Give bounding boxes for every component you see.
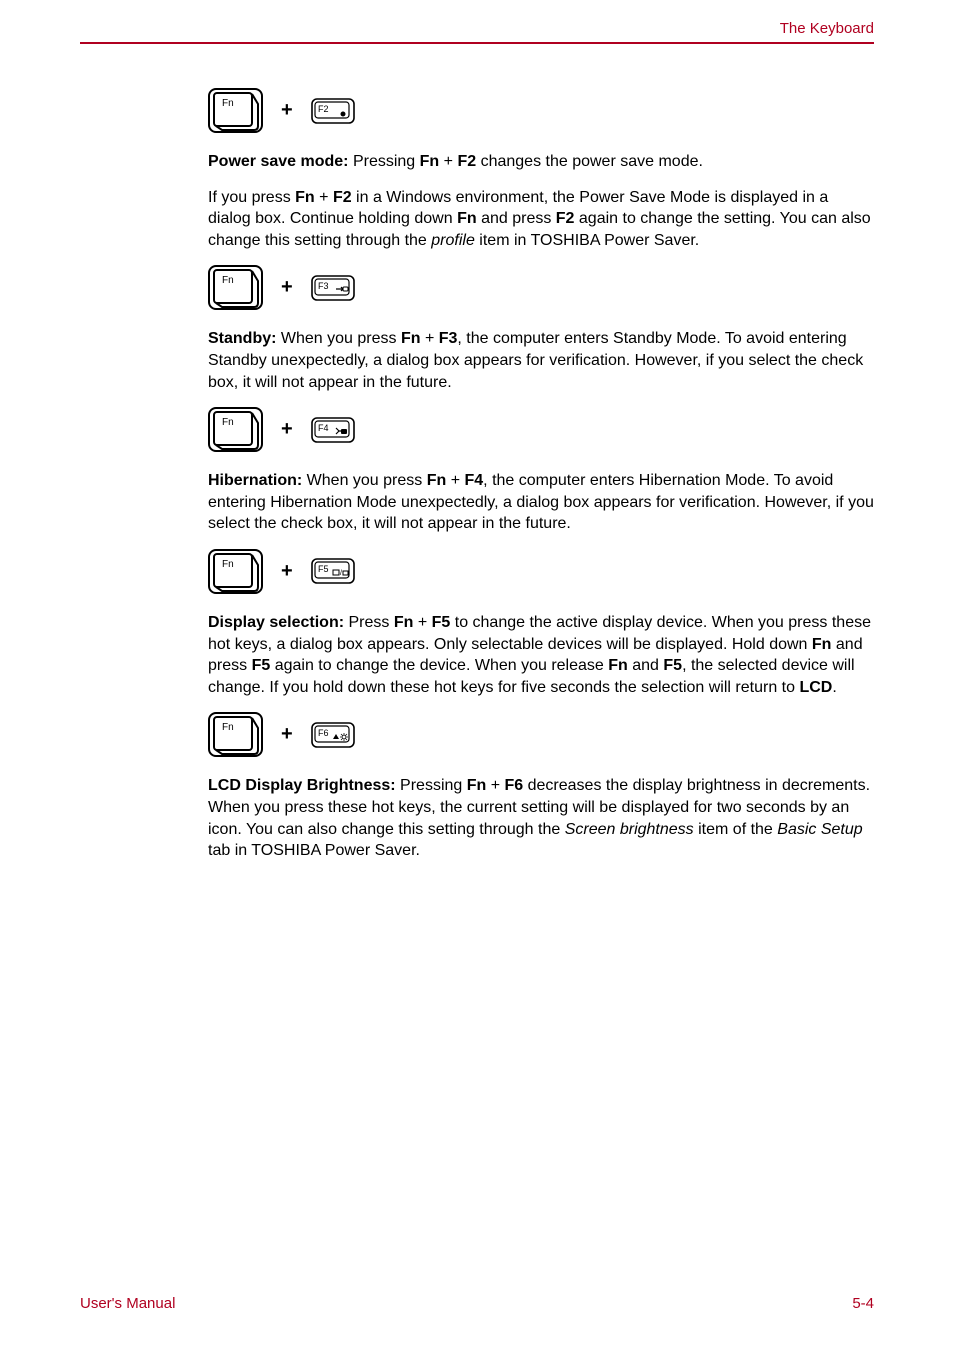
content-area: Fn + F2 Power save mode: Pressing Fn + F…	[208, 80, 874, 876]
plus-icon: +	[281, 276, 293, 299]
fn-key-icon: Fn	[208, 407, 263, 452]
f6-body: LCD Display Brightness: Pressing Fn + F6…	[208, 775, 874, 861]
svg-text:Fn: Fn	[222, 417, 234, 428]
fn-key-icon: Fn	[208, 712, 263, 757]
key-row-f5: Fn + F5 /	[208, 549, 874, 594]
f2-title-line: Power save mode: Pressing Fn + F2 change…	[208, 151, 874, 173]
f5-body: Display selection: Press Fn + F5 to chan…	[208, 612, 874, 698]
plus-icon: +	[281, 560, 293, 583]
svg-text:F5: F5	[318, 564, 329, 574]
plus-icon: +	[281, 723, 293, 746]
fn-key-label: Fn	[222, 98, 234, 109]
header-rule	[80, 42, 874, 44]
footer: User's Manual 5-4	[80, 1294, 874, 1312]
f3-body: Standby: When you press Fn + F3, the com…	[208, 328, 874, 393]
fn-key-icon: Fn	[208, 549, 263, 594]
svg-text:Fn: Fn	[222, 722, 234, 733]
f3-key-icon: F3	[311, 275, 355, 301]
f6-key-icon: F6	[311, 722, 355, 748]
key-row-f3: Fn + F3	[208, 265, 874, 310]
svg-text:F4: F4	[318, 423, 329, 433]
svg-text:Fn: Fn	[222, 275, 234, 286]
plus-icon: +	[281, 418, 293, 441]
f2-key-label: F2	[318, 104, 329, 114]
svg-text:F3: F3	[318, 281, 329, 291]
f5-key-icon: F5 /	[311, 558, 355, 584]
header-title: The Keyboard	[780, 20, 874, 37]
key-row-f2: Fn + F2	[208, 88, 874, 133]
footer-left: User's Manual	[80, 1295, 175, 1312]
svg-text:/: /	[340, 570, 342, 577]
svg-text:F6: F6	[318, 728, 329, 738]
f2-body: If you press Fn + F2 in a Windows enviro…	[208, 187, 874, 252]
fn-key-icon: Fn	[208, 88, 263, 133]
f4-body: Hibernation: When you press Fn + F4, the…	[208, 470, 874, 535]
svg-text:Fn: Fn	[222, 559, 234, 570]
f2-key-icon: F2	[311, 98, 355, 124]
footer-right: 5-4	[852, 1295, 874, 1312]
fn-key-icon: Fn	[208, 265, 263, 310]
key-row-f4: Fn + F4	[208, 407, 874, 452]
plus-icon: +	[281, 99, 293, 122]
key-row-f6: Fn + F6	[208, 712, 874, 757]
f4-key-icon: F4	[311, 417, 355, 443]
